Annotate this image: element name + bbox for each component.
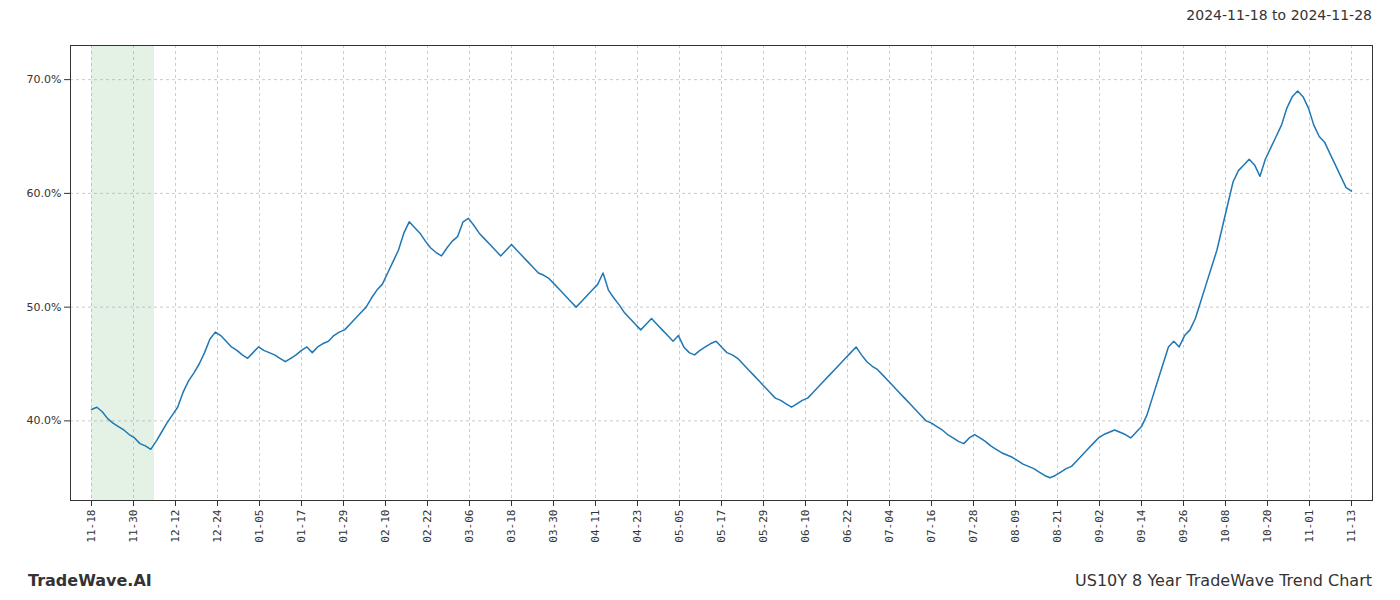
svg-text:03-18: 03-18	[505, 510, 518, 543]
svg-text:05-29: 05-29	[757, 510, 770, 543]
svg-text:70.0%: 70.0%	[27, 73, 62, 86]
svg-text:04-11: 04-11	[589, 510, 602, 543]
svg-text:60.0%: 60.0%	[27, 187, 62, 200]
svg-text:03-06: 03-06	[463, 510, 476, 543]
svg-text:11-01: 11-01	[1303, 510, 1316, 543]
svg-text:07-28: 07-28	[967, 510, 980, 543]
svg-text:12-12: 12-12	[169, 510, 182, 543]
svg-text:01-29: 01-29	[337, 510, 350, 543]
html-text:2024-11-18 to 2024-11-28: 2024-11-18 to 2024-11-28	[1186, 7, 1372, 23]
svg-text:05-05: 05-05	[673, 510, 686, 543]
svg-text:10-08: 10-08	[1219, 510, 1232, 543]
svg-text:08-09: 08-09	[1009, 510, 1022, 543]
svg-text:02-10: 02-10	[379, 510, 392, 543]
svg-text:08-21: 08-21	[1051, 510, 1064, 543]
svg-text:07-04: 07-04	[883, 509, 896, 542]
svg-text:40.0%: 40.0%	[27, 414, 62, 427]
html-text:US10Y 8 Year TradeWave Trend C: US10Y 8 Year TradeWave Trend Chart	[1075, 570, 1372, 590]
svg-text:05-17: 05-17	[715, 510, 728, 543]
svg-text:02-22: 02-22	[421, 510, 434, 543]
svg-text:50.0%: 50.0%	[27, 301, 62, 314]
svg-text:07-16: 07-16	[925, 510, 938, 543]
svg-text:09-02: 09-02	[1093, 510, 1106, 543]
svg-text:12-24: 12-24	[211, 509, 224, 542]
svg-text:06-10: 06-10	[799, 510, 812, 543]
svg-text:03-30: 03-30	[547, 510, 560, 543]
html-text:TradeWave.AI: TradeWave.AI	[28, 570, 152, 590]
svg-text:09-14: 09-14	[1135, 509, 1148, 542]
svg-text:06-22: 06-22	[841, 510, 854, 543]
svg-text:11-30: 11-30	[127, 510, 140, 543]
svg-text:11-18: 11-18	[85, 510, 98, 543]
svg-text:09-26: 09-26	[1177, 510, 1190, 543]
svg-text:10-20: 10-20	[1261, 510, 1274, 543]
svg-text:04-23: 04-23	[631, 510, 644, 543]
svg-text:01-05: 01-05	[253, 510, 266, 543]
svg-text:11-13: 11-13	[1345, 510, 1358, 543]
svg-text:01-17: 01-17	[295, 510, 308, 543]
